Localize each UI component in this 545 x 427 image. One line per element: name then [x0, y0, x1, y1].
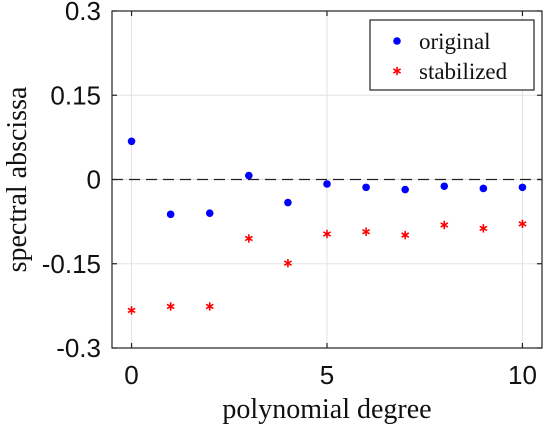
x-tick-label: 5: [320, 360, 334, 390]
data-point-stabilized-2: [205, 302, 214, 311]
data-point-stabilized-8: [440, 220, 449, 230]
data-point-original-4: [284, 198, 292, 207]
legend-label-original: original: [419, 29, 491, 54]
x-axis-ticks: 0 5 10: [124, 11, 537, 390]
data-point-original-8: [440, 182, 449, 191]
data-point-original-2: [205, 209, 214, 217]
data-point-stabilized-4: [283, 258, 292, 268]
data-points: [127, 137, 527, 315]
y-tick-label: 0.15: [50, 80, 101, 110]
y-tick-label: 0: [87, 165, 101, 195]
data-point-stabilized-3: [244, 234, 253, 243]
x-tick-label: 10: [508, 360, 537, 390]
data-point-original-7: [401, 185, 409, 194]
data-point-original-6: [362, 183, 370, 192]
y-axis-ticks: -0.3 -0.15 0 0.15 0.3: [42, 0, 542, 363]
data-point-original-9: [479, 184, 488, 193]
data-point-original-5: [323, 180, 331, 188]
data-point-original-10: [518, 183, 527, 192]
y-tick-label: -0.3: [56, 333, 101, 363]
x-axis-label: polynomial degree: [222, 394, 431, 425]
legend: original stabilized: [369, 19, 535, 91]
data-point-original-3: [245, 171, 253, 180]
x-tick-label: 0: [124, 360, 138, 390]
y-tick-label: 0.3: [65, 0, 101, 26]
data-point-stabilized-7: [401, 230, 410, 240]
data-point-original-1: [166, 210, 175, 219]
legend-marker-stabilized: [392, 66, 402, 76]
legend-marker-original: [393, 37, 401, 45]
legend-box: [369, 19, 535, 91]
legend-marker-point-stabilized: [392, 66, 402, 76]
legend-marker-point-original: [393, 37, 401, 45]
data-point-stabilized-10: [518, 219, 527, 229]
data-point-stabilized-1: [166, 302, 175, 311]
data-point-stabilized-5: [322, 229, 332, 239]
data-point-stabilized-0: [127, 306, 136, 315]
y-tick-label: -0.15: [42, 249, 101, 279]
data-point-stabilized-9: [479, 224, 488, 233]
data-point-original-0: [127, 137, 136, 146]
legend-label-stabilized: stabilized: [419, 59, 508, 84]
data-point-stabilized-6: [362, 227, 371, 236]
y-axis-label: spectral abscissa: [2, 86, 33, 272]
